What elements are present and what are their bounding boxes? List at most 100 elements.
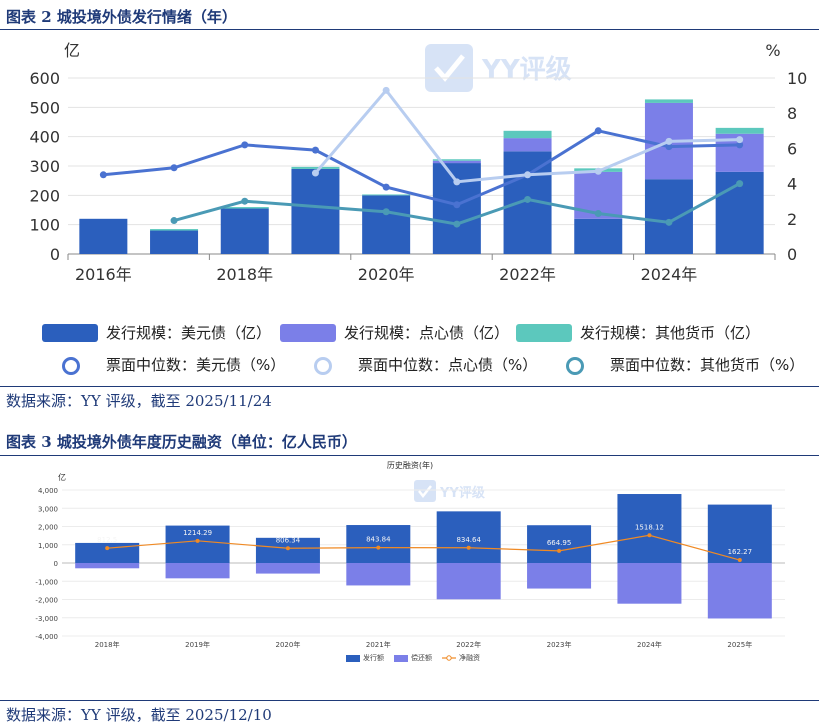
- point-dimsum: [665, 137, 673, 145]
- figure3-bar-repay: [617, 563, 682, 604]
- bar-other: [291, 166, 340, 169]
- legend-dimsum-line-swatch: [294, 355, 350, 375]
- figure3-x-tick-label: 2023年: [547, 640, 572, 649]
- bar-other: [644, 99, 693, 103]
- legend-usd-line-label: 票面中位数：美元债（%）: [106, 356, 286, 374]
- bar-other: [150, 229, 199, 231]
- point-dimsum: [594, 167, 602, 175]
- legend-dimsum-bar: 发行规模：点心债（亿）: [280, 322, 509, 343]
- legend-usd-bar: 发行规模：美元债（亿）: [42, 322, 271, 343]
- legend-other-line: 票面中位数：其他货币（%）: [546, 354, 804, 375]
- point-dimsum: [524, 171, 532, 179]
- bar-usd: [150, 230, 199, 254]
- figure3-bar-issue: [527, 525, 592, 563]
- y-left-tick-label: 500: [29, 98, 60, 117]
- figure3-point-net: [285, 546, 290, 551]
- legend-other-bar-label: 发行规模：其他货币（亿）: [580, 324, 761, 342]
- x-tick-label: 2018年: [216, 265, 273, 284]
- watermark-logo-icon: [425, 44, 473, 92]
- figure3-legend-issue: 发行额: [346, 653, 384, 663]
- figure3-net-data-label: 812.5: [97, 536, 117, 544]
- figure3-x-tick-label: 2021年: [366, 640, 391, 649]
- point-dimsum: [311, 169, 319, 177]
- y-left-tick-label: 400: [29, 128, 60, 147]
- figure3-net-data-label: 664.95: [547, 539, 572, 547]
- y-right-tick-label: 0: [787, 245, 797, 264]
- y-right-tick-label: 8: [787, 104, 797, 123]
- figure3-net-data-label: 806.34: [276, 536, 301, 544]
- figure3-legend-repay-label: 偿还额: [411, 654, 432, 662]
- figure3-x-tick-label: 2020年: [276, 640, 301, 649]
- bar-usd: [432, 163, 481, 254]
- figure3-top-rule: [0, 455, 819, 456]
- figure3-y-tick-label: 2,000: [38, 524, 58, 532]
- figure3-bar-issue: [75, 542, 140, 563]
- figure3-x-tick-label: 2025年: [727, 640, 752, 649]
- figure3-point-net: [466, 545, 471, 550]
- figure3-bar-repay: [165, 563, 230, 579]
- bar-usd: [644, 179, 693, 254]
- bar-usd: [220, 208, 269, 254]
- y-left-tick-label: 0: [50, 245, 60, 264]
- point-dimsum: [453, 178, 461, 186]
- point-dimsum: [382, 86, 390, 94]
- legend-usd-swatch: [42, 323, 98, 342]
- figure3-bar-repay: [75, 563, 140, 569]
- legend-other-swatch: [516, 323, 572, 342]
- figure3-y-unit: 亿: [58, 472, 66, 482]
- bar-usd: [79, 218, 128, 254]
- y-left-tick-label: 200: [29, 186, 60, 205]
- figure3-x-tick-label: 2019年: [185, 640, 210, 649]
- figure3-bar-repay: [346, 563, 411, 586]
- y-left-tick-label: 300: [29, 157, 60, 176]
- figure3-net-data-label: 1214.29: [183, 529, 212, 537]
- y-right-unit: %: [765, 41, 780, 60]
- figure3-net-data-label: 1518.12: [635, 523, 664, 531]
- bar-other: [362, 194, 411, 196]
- point-usd: [99, 171, 107, 179]
- figure2-top-rule: [0, 29, 819, 30]
- x-tick-label: 2020年: [358, 265, 415, 284]
- figure3-net-data-label: 843.84: [366, 536, 391, 544]
- figure3-point-net: [557, 548, 562, 553]
- figure2-bottom-rule: [0, 386, 819, 387]
- bar-dimsum: [503, 138, 552, 152]
- figure3-bar-issue: [255, 537, 320, 563]
- figure2-chart: YY评级 0 100 200 300 400 500 600 0 2 4 6 8 10 亿 % 2016年 201…: [29, 41, 807, 284]
- figure3-chart: 历史融资(年) 亿 YY评级 4,000 3,000 2,000 1,000 0 -1,000 -…: [35, 460, 785, 649]
- point-other: [594, 210, 602, 218]
- figure3-x-tick-label: 2018年: [95, 640, 120, 649]
- figure3-bar-issue: [617, 494, 682, 563]
- x-tick-label: 2016年: [75, 265, 132, 284]
- point-other: [453, 220, 461, 228]
- legend-usd-line-swatch: [42, 355, 98, 375]
- figure3-point-net: [737, 558, 742, 563]
- figure3-y-tick-label: -4,000: [35, 633, 58, 641]
- figure3-y-tick-label: 4,000: [38, 487, 58, 495]
- figure3-y-tick-label: -2,000: [35, 597, 58, 605]
- figure3-line-net: [107, 534, 740, 561]
- y-left-unit: 亿: [64, 41, 80, 60]
- bar-usd: [291, 168, 340, 254]
- legend-other-bar: 发行规模：其他货币（亿）: [516, 322, 760, 343]
- figure3-legend-issue-label: 发行额: [363, 654, 384, 662]
- figure2-title: 图表 2 城投境外债发行情绪（年）: [6, 8, 237, 26]
- figure3-y-tick-label: 1,000: [38, 542, 58, 550]
- x-tick-label: 2022年: [499, 265, 556, 284]
- point-usd: [382, 183, 390, 191]
- y-left-tick-label: 100: [29, 216, 60, 235]
- figure3-bar-issue: [436, 511, 501, 563]
- y-right-tick-label: 4: [787, 175, 797, 194]
- figure3-net-data-label: 834.64: [456, 536, 481, 544]
- point-dimsum: [736, 136, 744, 144]
- bar-other: [715, 127, 764, 134]
- legend-other-line-swatch: [546, 355, 602, 375]
- figure3-watermark: YY评级: [414, 480, 486, 502]
- bar-dimsum: [432, 160, 481, 164]
- line-usd: [103, 129, 740, 207]
- figure3-title: 图表 3 城投境外债年度历史融资（单位：亿人民币）: [6, 433, 357, 451]
- figure3-bar-repay: [707, 563, 772, 619]
- figure3-legend-net-label: 净融资: [459, 654, 480, 662]
- point-other: [170, 217, 178, 225]
- figure3-legend-issue-swatch: [346, 654, 360, 662]
